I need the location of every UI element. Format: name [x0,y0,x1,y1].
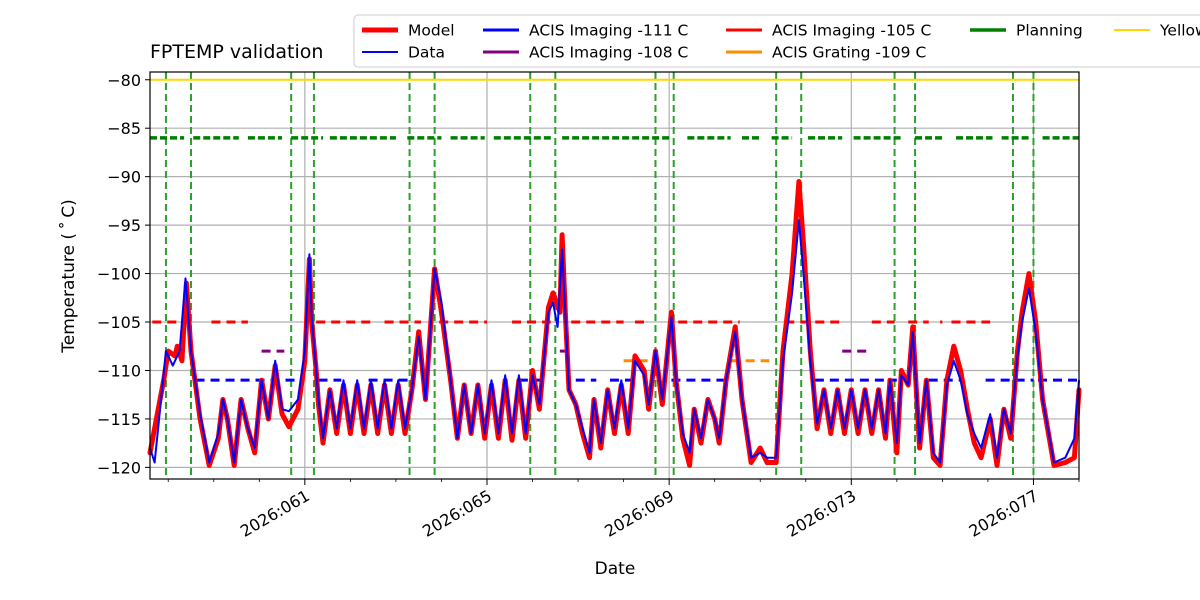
legend-label: ACIS Imaging -105 C [772,22,931,40]
y-tick-label: −115 [97,410,141,429]
x-tick-label: 2026:061 [237,486,313,541]
x-tick-label: 2026:065 [419,486,495,541]
legend-box [353,14,1200,68]
legend-items: Model Data ACIS Imaging -111 C ACIS Imaging… [362,22,1200,62]
y-tick-label: −120 [97,458,141,477]
y-tick-label: −100 [97,265,141,284]
limit-layer [150,78,1079,140]
legend-label: ACIS Imaging -111 C [529,22,688,40]
y-axis-label: Temperature ( ˚ C) [58,199,79,354]
legend-label: Planning [1016,22,1083,40]
plot-frame [149,71,1080,480]
legend-label: ACIS Grating -109 C [772,44,926,62]
y-tick-label: −80 [107,71,141,90]
legend-label: Data [408,44,445,62]
legend-label: Yellow [1159,22,1200,40]
y-tick-label: −110 [97,361,141,380]
x-axis-label: Date [595,559,636,579]
series-layer [147,179,1082,468]
x-tick-label: 2026:077 [966,486,1042,541]
tick-layer: −80 −85 −90 −95 −100 −105 −110 −115 −120 2026:061… [97,71,1080,541]
y-tick-label: −95 [107,216,141,235]
legend-label: Model [408,22,455,40]
vline-layer [164,72,1035,479]
legend: Model Data ACIS Imaging -111 C ACIS Imaging… [353,14,1200,68]
y-tick-label: −105 [97,313,141,332]
y-tick-label: −90 [107,168,141,187]
y-tick-label: −85 [107,119,141,138]
x-tick-label: 2026:073 [783,486,859,541]
chart-title: FPTEMP validation [150,41,323,63]
legend-label: ACIS Imaging -108 C [529,44,688,62]
x-tick-label: 2026:069 [601,486,677,541]
data-series-line [149,219,1080,464]
